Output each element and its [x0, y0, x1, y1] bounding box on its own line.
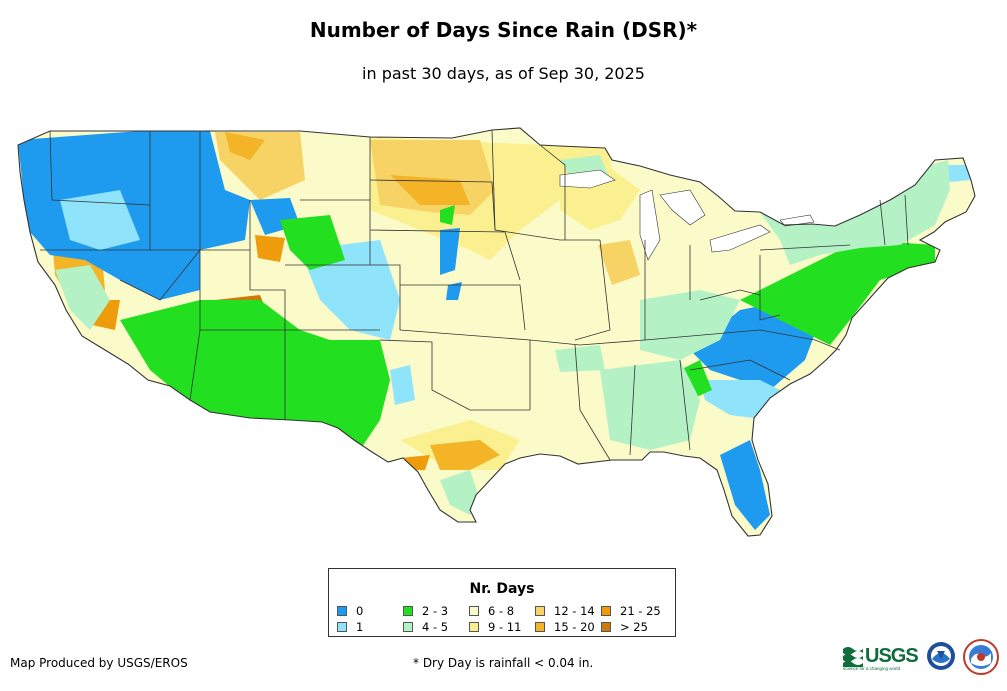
legend-item: 6 - 8: [469, 604, 514, 618]
noaa-logo-icon: [927, 642, 955, 670]
map-title: Number of Days Since Rain (DSR)*: [309, 18, 698, 42]
legend-item: > 25: [601, 620, 648, 634]
legend-label: 1: [356, 620, 364, 634]
legend-label: 21 - 25: [620, 604, 661, 618]
legend-swatch: [337, 606, 347, 616]
usgs-wave-icon: [843, 647, 863, 667]
legend-item: 12 - 14: [535, 604, 595, 618]
legend-item: 1: [337, 620, 363, 634]
nws-logo-icon: [963, 639, 999, 675]
legend-item: 9 - 11: [469, 620, 521, 634]
legend-swatch: [601, 622, 611, 632]
legend-swatch: [469, 622, 479, 632]
legend-swatch: [535, 622, 545, 632]
legend-swatch: [601, 606, 611, 616]
legend-item: 0: [337, 604, 363, 618]
legend-label: 0: [356, 604, 364, 618]
usgs-tagline: science for a changing world: [843, 666, 901, 671]
legend-label: 2 - 3: [422, 604, 449, 618]
legend-label: 9 - 11: [488, 620, 522, 634]
legend-swatch: [469, 606, 479, 616]
legend-swatch: [403, 622, 413, 632]
legend-item: 15 - 20: [535, 620, 595, 634]
legend-item: 21 - 25: [601, 604, 661, 618]
legend-item: 2 - 3: [403, 604, 448, 618]
dsr-shading: [18, 128, 975, 536]
credit-text: Map Produced by USGS/EROS: [10, 656, 188, 670]
legend-swatch: [403, 606, 413, 616]
legend-label: 4 - 5: [422, 620, 449, 634]
legend-swatch: [337, 622, 347, 632]
legend: Nr. Days 0 1 2 - 3 4 - 5 6 - 8 9 - 11 12 - 14 1…: [328, 568, 676, 637]
map-subtitle: in past 30 days, as of Sep 30, 2025: [362, 64, 645, 83]
legend-label: 6 - 8: [488, 604, 515, 618]
legend-label: 12 - 14: [554, 604, 595, 618]
dry-day-note: * Dry Day is rainfall < 0.04 in.: [413, 656, 594, 670]
legend-title: Nr. Days: [469, 581, 535, 597]
legend-swatch: [535, 606, 545, 616]
legend-label: > 25: [620, 620, 648, 634]
legend-label: 15 - 20: [554, 620, 595, 634]
legend-item: 4 - 5: [403, 620, 448, 634]
usgs-logo: USGS: [843, 641, 919, 671]
usgs-wordmark: USGS: [865, 644, 919, 667]
state-boundaries: [17, 127, 976, 537]
